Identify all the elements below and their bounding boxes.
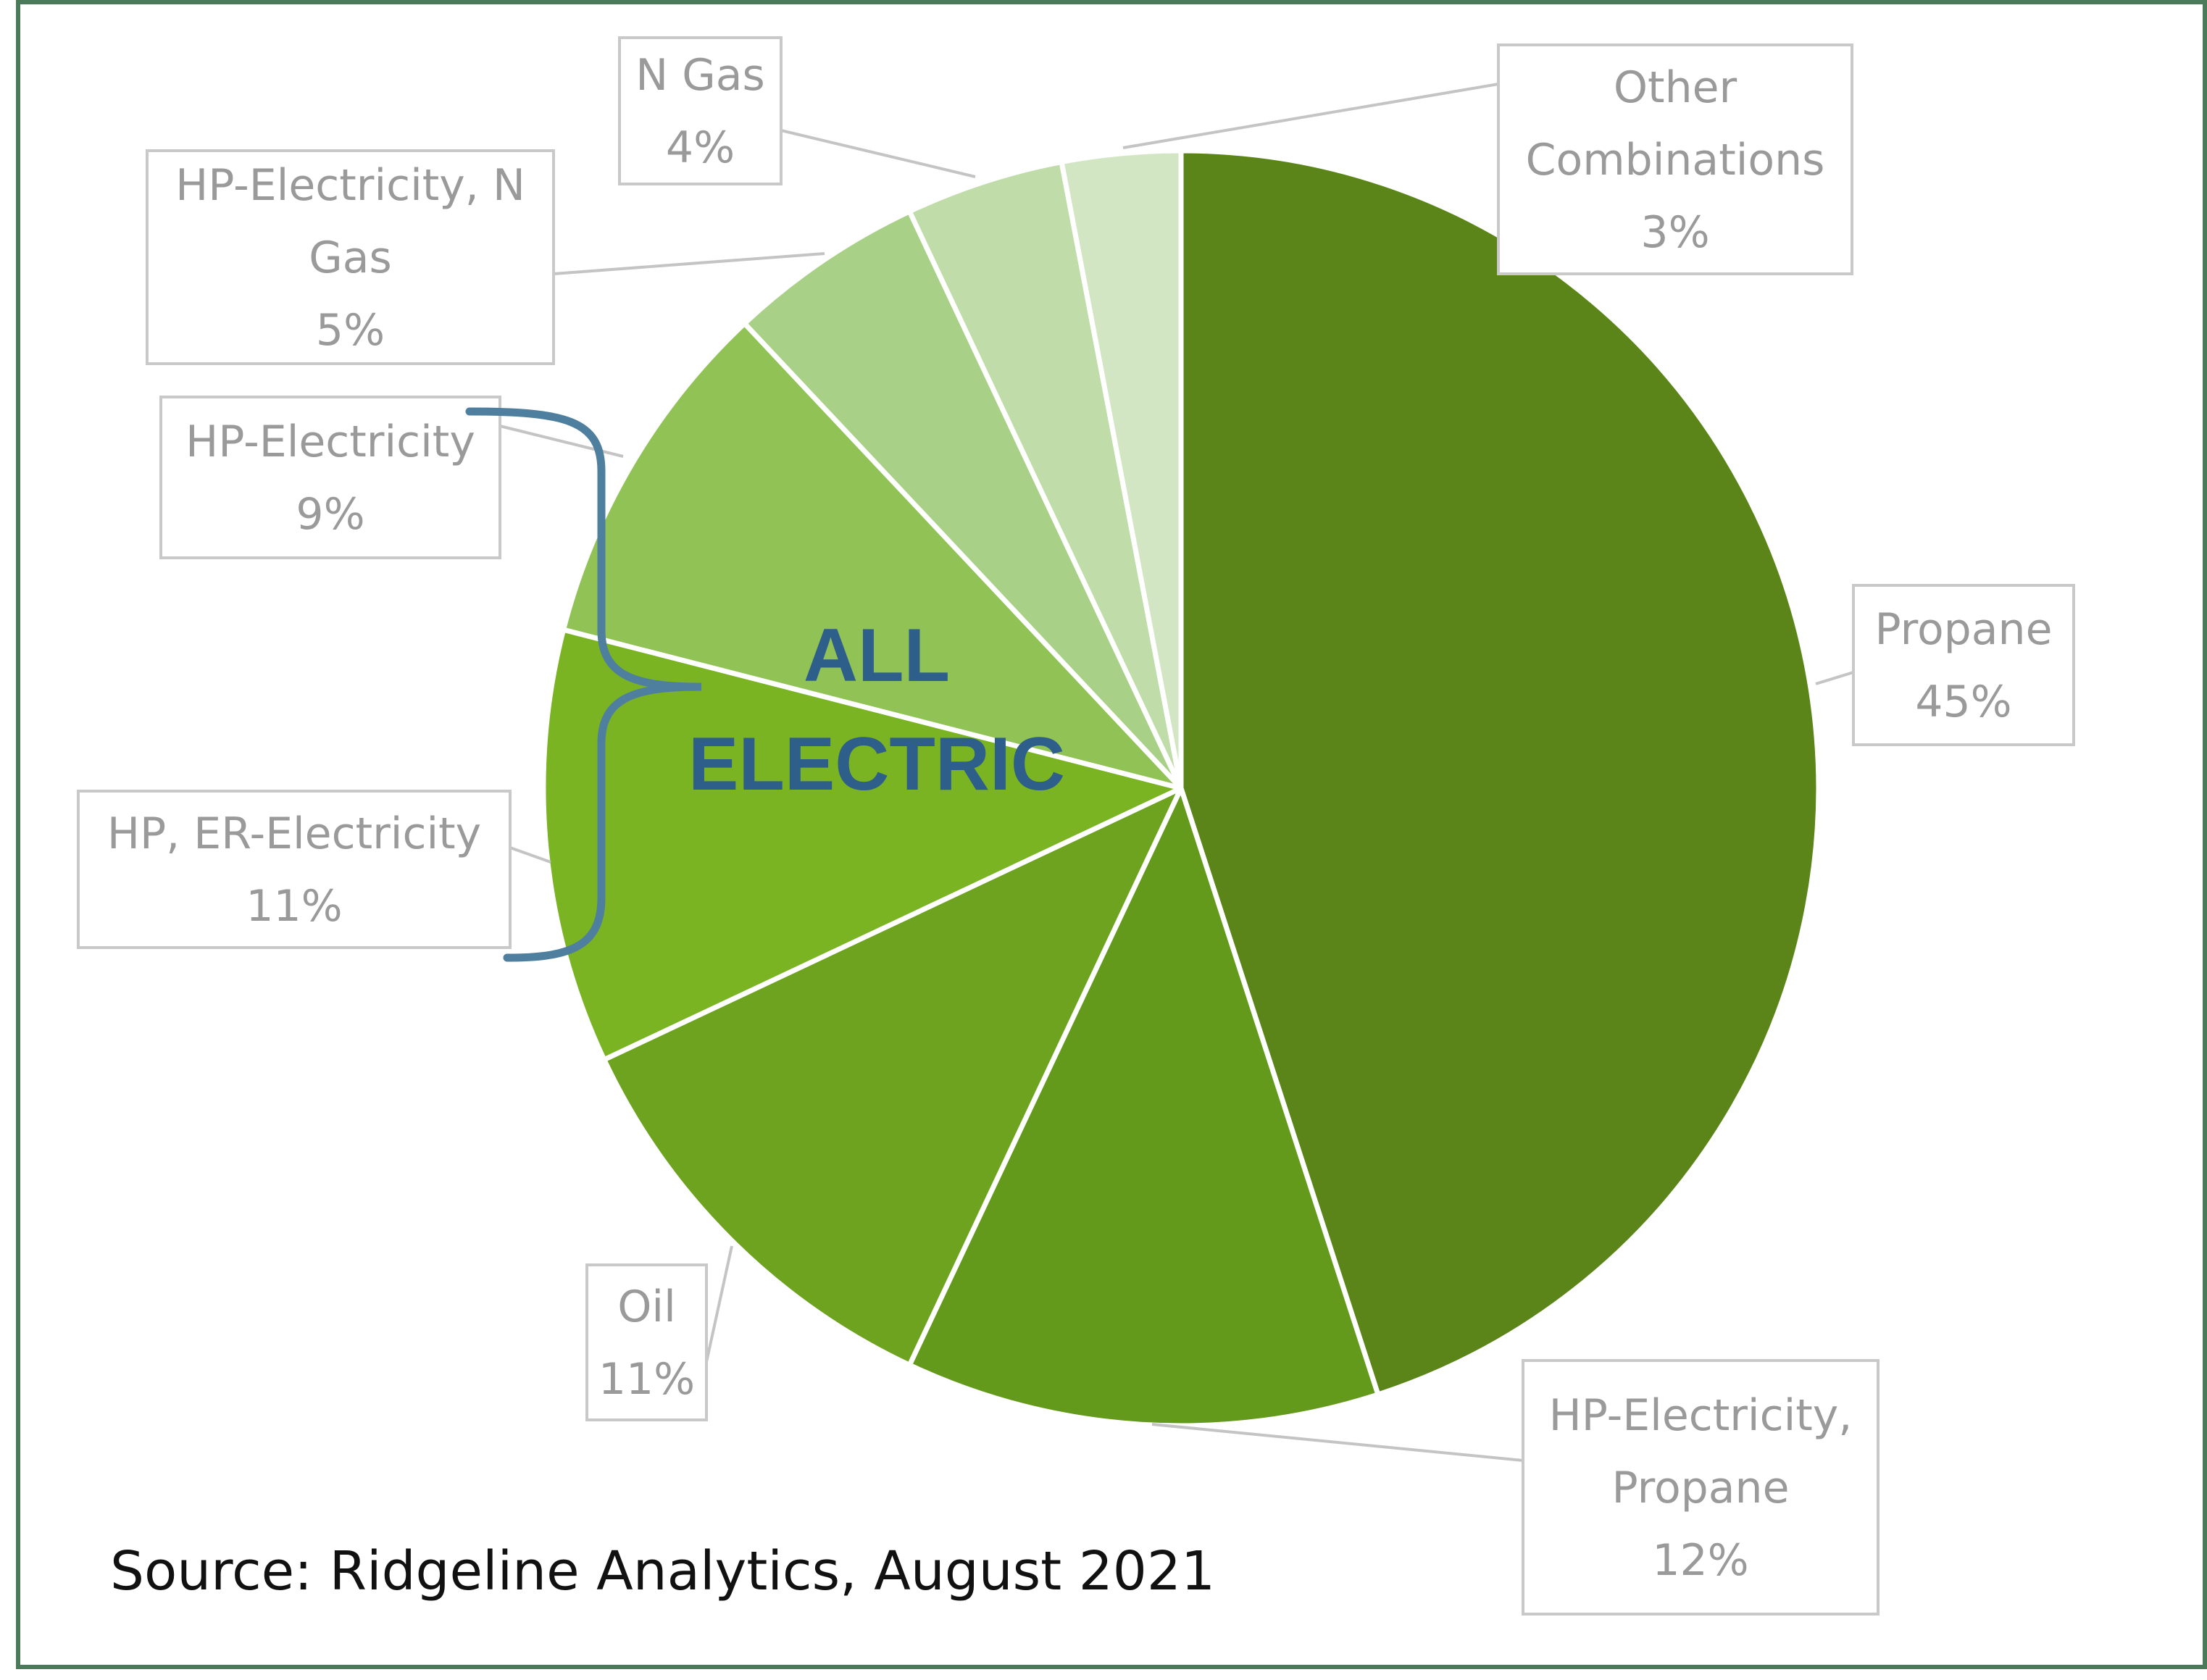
all-electric-annotation: ALL ELECTRIC	[465, 407, 1065, 962]
slice-value-label: 45%	[1915, 677, 2011, 727]
leader-line	[499, 425, 624, 458]
callout-box	[585, 1263, 708, 1421]
slice-name-label: HP-Electricity, N	[175, 160, 525, 211]
leader-line	[1122, 83, 1499, 149]
callout-hp-electricity-n-gas: HP-Electricity, N Gas 5%	[146, 149, 825, 365]
slice-name-label: Propane	[1875, 604, 2053, 655]
pie-slice-hp-electricity-n-gas	[742, 209, 1184, 791]
leader-line	[1151, 1423, 1524, 1462]
callout-hp-er-electricity: HP, ER-Electricity 11%	[77, 790, 551, 949]
slice-name-label: Propane	[1612, 1463, 1790, 1513]
pie-slice-propane	[1178, 148, 1822, 1397]
slice-name-label: Oil	[617, 1282, 676, 1332]
callout-box	[618, 36, 783, 185]
pie-slices	[541, 148, 1822, 1429]
slice-name-label: N Gas	[635, 50, 764, 101]
slice-name-label: Gas	[309, 233, 392, 283]
leader-line	[705, 1245, 733, 1363]
source-note: Source: Ridgeline Analytics, August 2021	[110, 1540, 1215, 1602]
slice-value-label: 12%	[1652, 1535, 1748, 1586]
slice-name-label: Other	[1614, 62, 1737, 113]
callout-box	[1497, 43, 1853, 275]
slice-name-label: HP-Electricity,	[1549, 1390, 1853, 1441]
all-electric-label: ELECTRIC	[688, 722, 1065, 806]
callout-propane: Propane 45%	[1815, 584, 2075, 746]
all-electric-label: ALL	[804, 614, 950, 698]
callout-hp-electricity: HP-Electricity 9%	[159, 396, 624, 559]
pie-slice-hp-electricity-propane	[906, 785, 1381, 1429]
callout-n-gas: N Gas 4%	[618, 36, 976, 185]
callout-box	[159, 396, 501, 559]
pie-slice-other-combinations	[1059, 148, 1184, 791]
pie-slice-hp-er-electricity	[541, 627, 1184, 1063]
slice-value-label: 9%	[296, 489, 364, 540]
leader-line	[553, 252, 825, 275]
pie-slice-hp-electricity	[561, 321, 1184, 791]
callout-box	[77, 790, 512, 949]
slice-name-label: Combinations	[1526, 135, 1825, 185]
pie-slice-n-gas	[906, 159, 1184, 791]
slice-value-label: 3%	[1640, 207, 1709, 258]
callout-oil: Oil 11%	[585, 1245, 733, 1421]
all-electric-bracket	[465, 407, 702, 962]
slice-value-label: 11%	[246, 881, 342, 932]
leader-line	[509, 846, 551, 864]
slice-value-label: 4%	[666, 122, 735, 173]
callout-box	[146, 149, 555, 365]
leader-line	[1815, 671, 1854, 685]
slice-value-label: 5%	[316, 305, 385, 356]
callout-hp-electricity-propane: HP-Electricity, Propane 12%	[1151, 1359, 1880, 1616]
leader-line	[780, 129, 976, 178]
pie-slice-oil	[601, 785, 1184, 1368]
slice-value-label: 11%	[598, 1354, 695, 1405]
callout-other-combinations: Other Combinations 3%	[1122, 43, 1853, 275]
callout-box	[1852, 584, 2075, 746]
slice-name-label: HP-Electricity	[185, 417, 475, 467]
callout-box	[1522, 1359, 1880, 1616]
slice-name-label: HP, ER-Electricity	[107, 808, 481, 859]
